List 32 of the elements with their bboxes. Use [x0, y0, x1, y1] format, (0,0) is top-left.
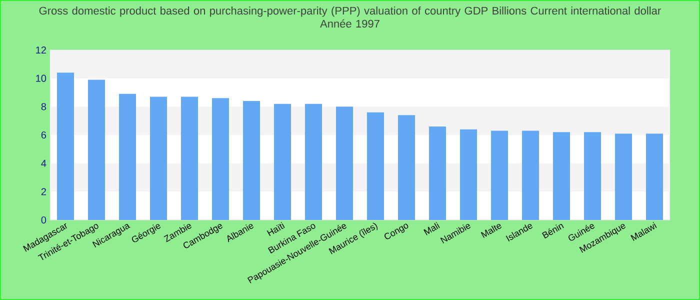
y-tick-label: 4	[41, 160, 46, 167]
bar	[584, 132, 602, 220]
bar	[88, 80, 106, 220]
bar	[522, 130, 540, 220]
bar	[429, 126, 446, 220]
chart-title: Gross domestic product based on purchasing-power-parity (PPP) valuation of country GDP Billions Current international dollar	[39, 6, 661, 17]
y-tick-label: 8	[41, 103, 46, 110]
y-tick-label: 0	[41, 216, 46, 224]
bar	[150, 96, 168, 220]
chart-subtitle: Année 1997	[320, 19, 380, 28]
y-tick-label: 6	[41, 131, 46, 139]
bar	[243, 101, 260, 220]
bar	[553, 132, 570, 220]
y-tick-label: 2	[41, 188, 46, 196]
bar	[460, 129, 478, 220]
x-tick-label: Mali	[424, 222, 440, 236]
bar	[615, 134, 632, 220]
bar	[367, 112, 384, 220]
x-tick-label: Bénin	[542, 224, 564, 239]
bar	[305, 104, 322, 220]
bar	[119, 94, 136, 220]
bar	[398, 115, 416, 220]
y-tick-label: 10	[36, 74, 46, 82]
bar	[336, 106, 354, 220]
bar	[212, 98, 230, 220]
bar	[274, 104, 292, 220]
bar	[491, 130, 508, 220]
y-tick-label: 12	[36, 46, 46, 54]
bar	[57, 72, 74, 220]
bar	[181, 96, 198, 220]
bar	[646, 134, 664, 220]
x-tick-label: Malte	[480, 224, 502, 238]
